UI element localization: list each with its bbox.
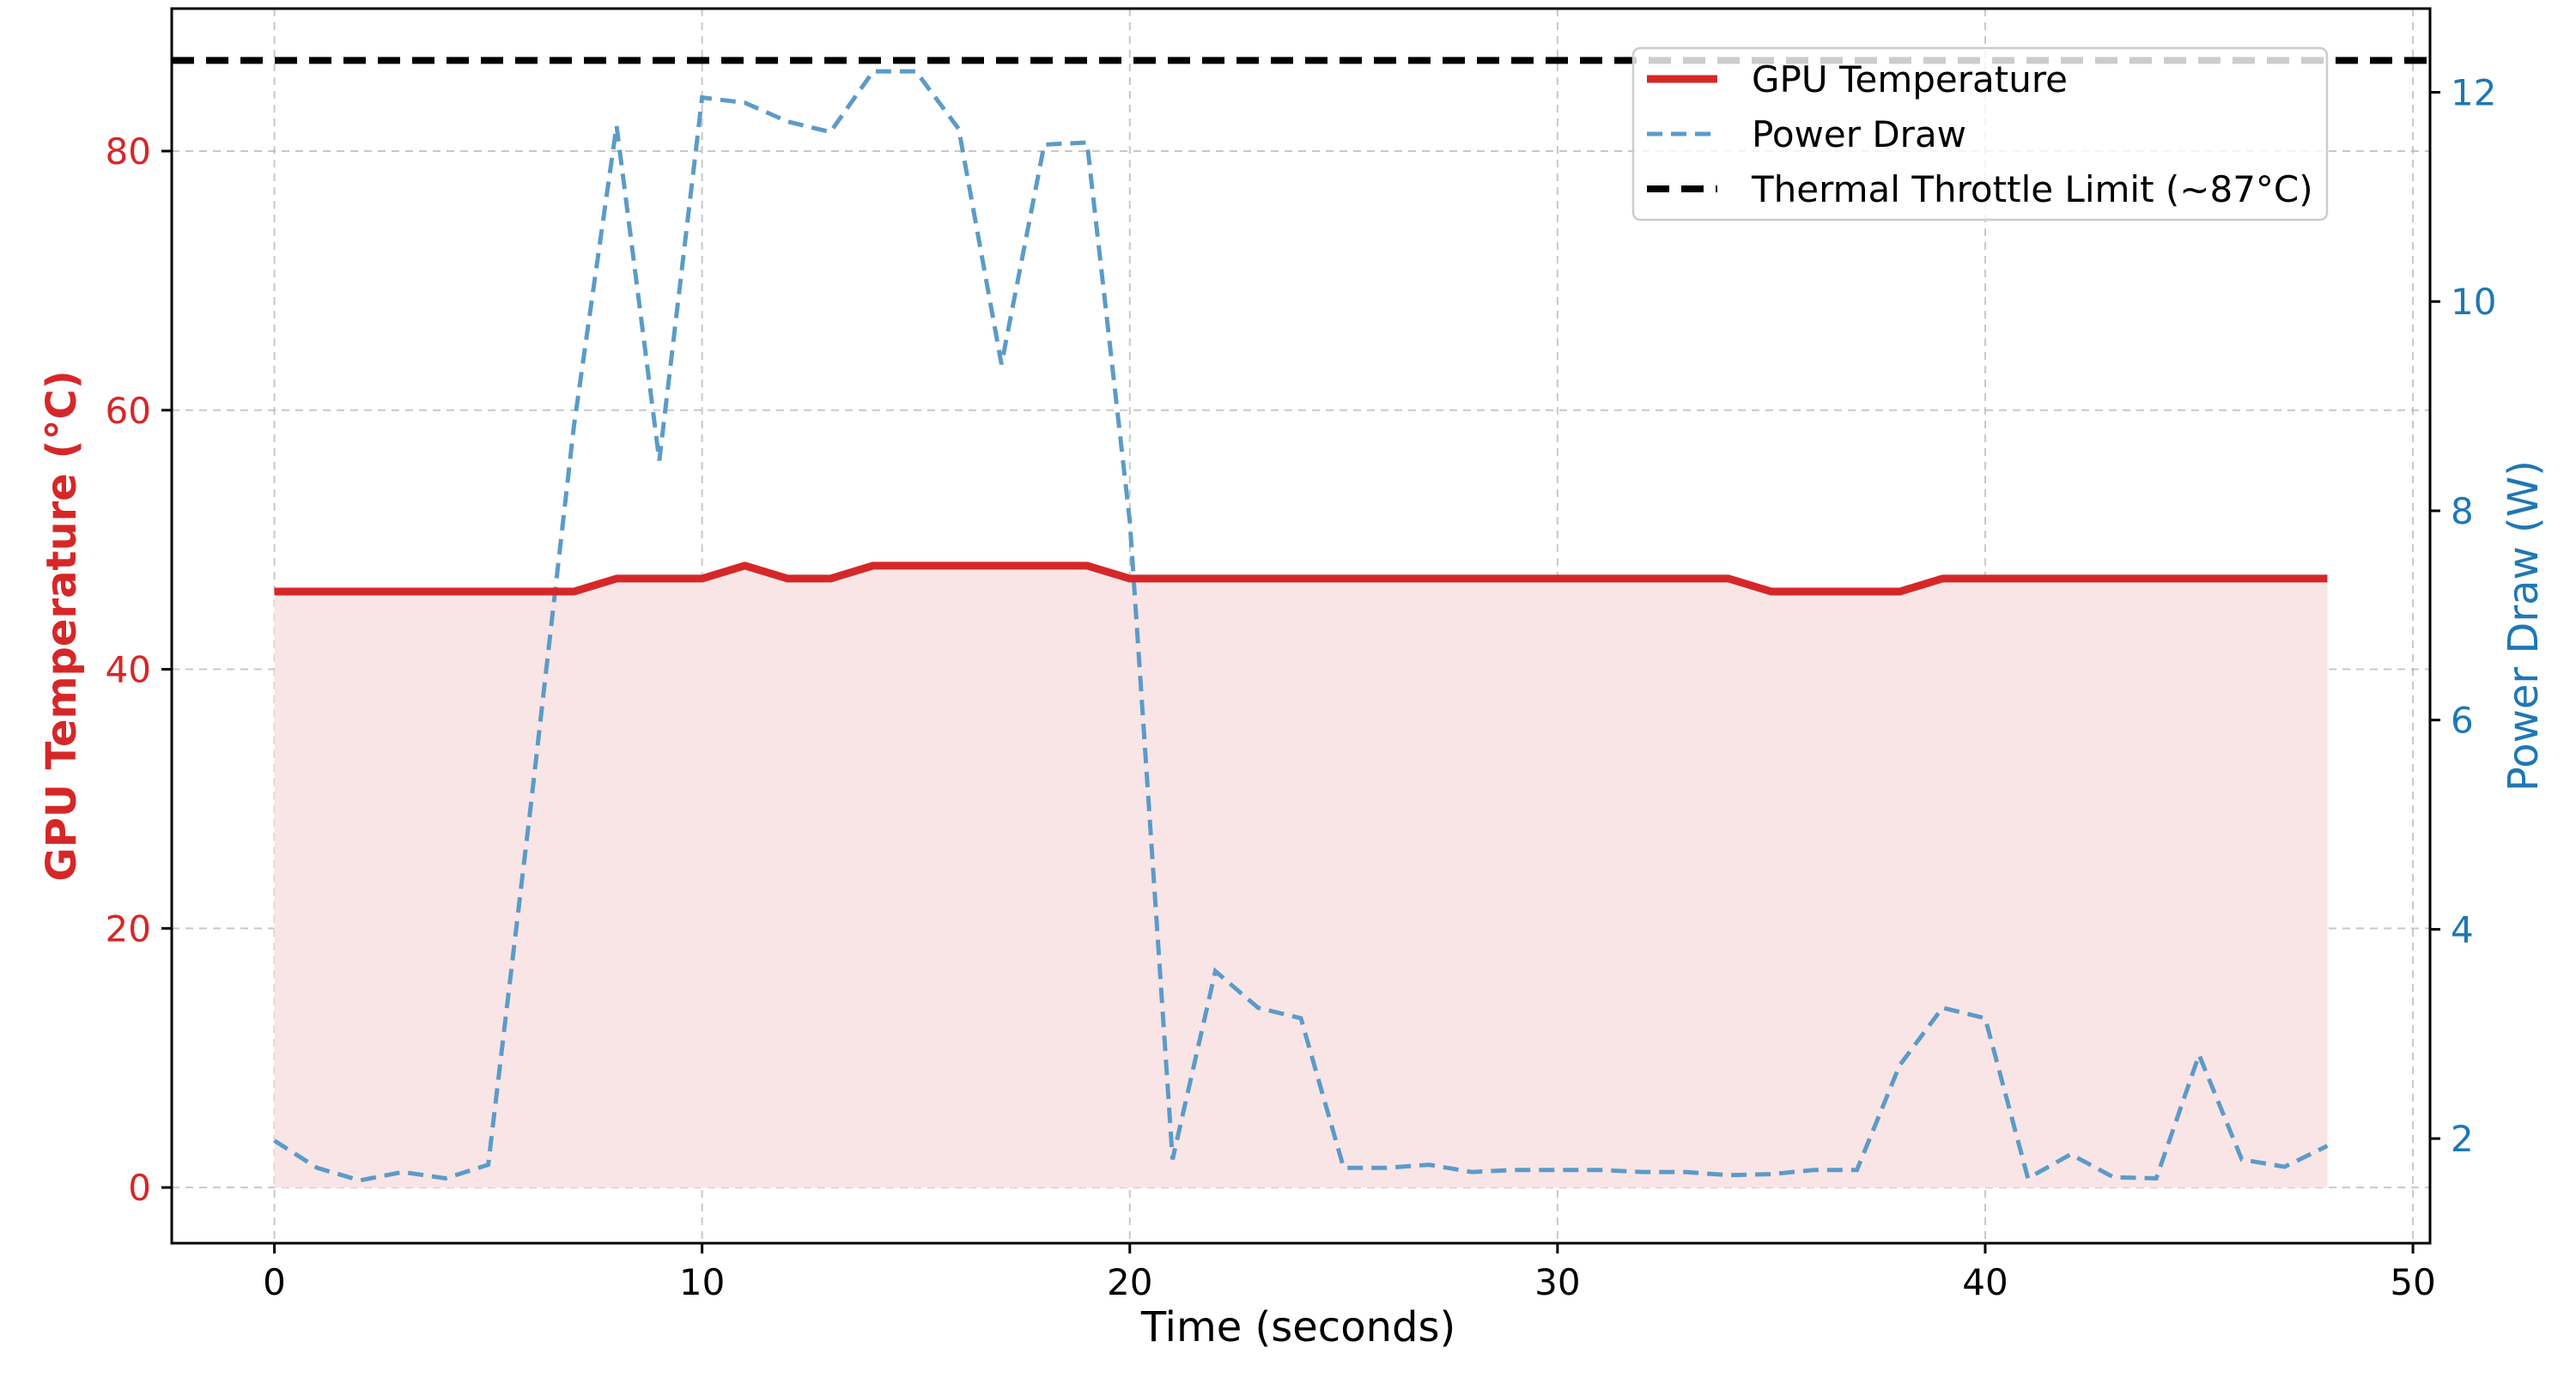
gpu-temperature-line — [274, 561, 2328, 596]
right-y-tick-label: 2 — [2451, 1118, 2474, 1160]
x-axis-ticks: 0 10 20 30 40 50 — [263, 1243, 2436, 1303]
x-tick-label: 50 — [2390, 1261, 2435, 1303]
legend: GPU Temperature Power Draw Thermal Throt… — [1631, 46, 2329, 222]
left-y-tick-label: 40 — [106, 649, 151, 691]
right-y-tick-label: 4 — [2451, 908, 2474, 950]
right-y-tick-label: 12 — [2451, 71, 2496, 113]
x-axis-title: Time (seconds) — [1140, 1303, 1455, 1351]
right-y-tick-label: 8 — [2451, 490, 2474, 532]
plot-frame — [170, 7, 2432, 1245]
x-tick-label: 20 — [1107, 1261, 1152, 1303]
power-draw-line — [273, 69, 2329, 1183]
left-y-axis-ticks: 0 20 40 60 80 — [106, 131, 172, 1209]
left-y-tick-label: 0 — [128, 1167, 151, 1209]
right-y-axis-ticks: 2 4 6 8 10 12 — [2430, 71, 2496, 1160]
right-y-tick-label: 10 — [2451, 281, 2496, 323]
legend-label-thermal-throttle-limit: Thermal Throttle Limit (~87°C) — [1751, 168, 2313, 210]
legend-label-power-draw: Power Draw — [1752, 113, 1966, 155]
temperature-fill-area — [274, 565, 2328, 1188]
legend-box — [1631, 46, 2329, 222]
left-y-tick-label: 80 — [106, 131, 151, 173]
left-y-tick-label: 60 — [106, 390, 151, 432]
x-tick-label: 40 — [1962, 1261, 2008, 1303]
right-y-axis-title: Power Draw (W) — [2500, 460, 2548, 792]
x-tick-label: 10 — [679, 1261, 725, 1303]
x-tick-label: 30 — [1534, 1261, 1580, 1303]
left-y-axis-title: GPU Temperature (°C) — [38, 370, 86, 881]
left-y-tick-label: 20 — [106, 907, 151, 950]
legend-label-gpu-temperature: GPU Temperature — [1752, 58, 2068, 100]
x-tick-label: 0 — [263, 1261, 286, 1303]
right-y-tick-label: 6 — [2451, 700, 2474, 742]
